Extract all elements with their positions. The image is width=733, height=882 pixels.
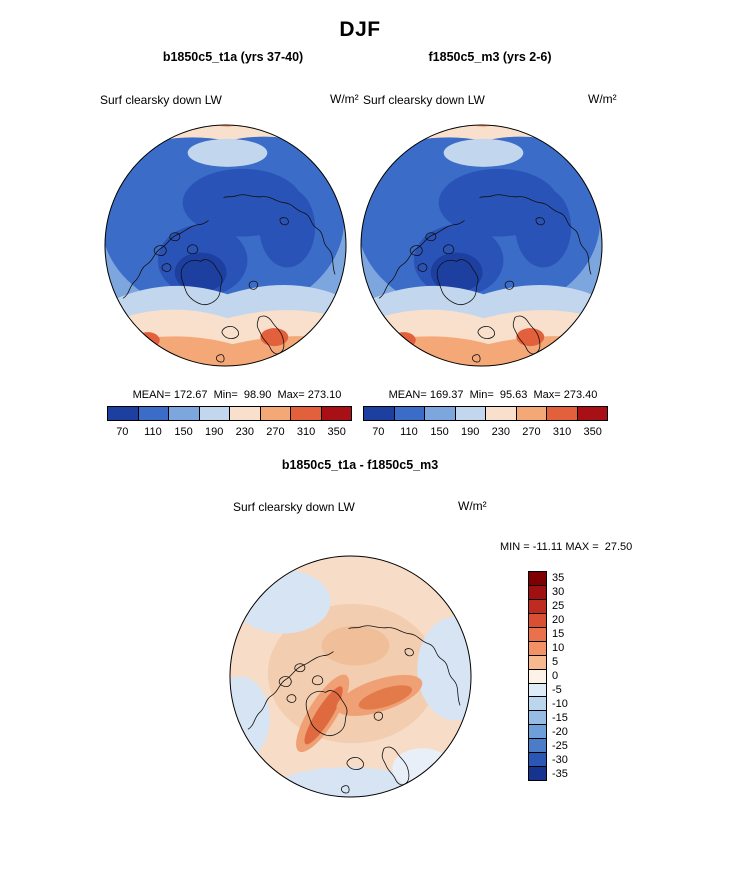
colorbar-segment (576, 407, 607, 420)
map-right (360, 124, 603, 367)
colorbar-tick-label: 30 (552, 586, 565, 598)
colorbar-tick-label: 10 (552, 642, 565, 654)
colorbar-left-ticks: 70 110 150 190 230 270 310 350 (107, 426, 352, 439)
colorbar-tick-label: 25 (552, 599, 565, 612)
colorbar-segment (529, 668, 546, 683)
colorbar-segment (393, 407, 424, 420)
colorbar-right (363, 406, 608, 421)
colorbar-segment (485, 407, 516, 420)
colorbar-tick-label: 5 (552, 656, 559, 668)
colorbar-tick-label: 70 (372, 426, 385, 438)
colorbar-segment (424, 407, 455, 420)
colorbar-segment (529, 682, 546, 697)
panel-right-stats: MEAN= 169.37 Min= 95.63 Max= 273.40 (388, 389, 598, 401)
panel-left-field-label: Surf clearsky down LW (100, 93, 222, 107)
colorbar-diff (528, 571, 547, 781)
colorbar-tick-label: 270 (266, 426, 285, 438)
colorbar-segment (229, 407, 260, 420)
colorbar-segment (515, 407, 546, 420)
colorbar-segment (168, 407, 199, 420)
colorbar-segment (529, 654, 546, 669)
colorbar-segment (529, 696, 546, 711)
map-left (104, 124, 347, 367)
panel-left-stats: MEAN= 172.67 Min= 98.90 Max= 273.10 (132, 389, 342, 401)
colorbar-tick-label: 190 (461, 426, 480, 438)
colorbar-tick-label: -10 (552, 698, 568, 710)
colorbar-segment (529, 598, 546, 613)
colorbar-tick-label: 350 (327, 426, 346, 438)
colorbar-tick-label: 270 (522, 426, 541, 438)
colorbar-tick-label: 0 (552, 670, 559, 682)
colorbar-tick-label: -20 (552, 725, 568, 738)
colorbar-segment (529, 724, 546, 739)
panel-diff-title: b1850c5_t1a - f1850c5_m3 (281, 458, 439, 472)
colorbar-segment (290, 407, 321, 420)
colorbar-tick-label: 35 (552, 572, 565, 584)
colorbar-segment (529, 738, 546, 753)
colorbar-segment (198, 407, 229, 420)
panel-right-units: W/m² (588, 92, 617, 106)
colorbar-tick-label: 110 (144, 426, 162, 438)
panel-diff-units: W/m² (458, 499, 487, 513)
colorbar-tick-label: 310 (552, 426, 572, 438)
map-diff (229, 555, 472, 798)
colorbar-segment (529, 584, 546, 599)
colorbar-tick-label: 20 (552, 614, 565, 626)
colorbar-segment (108, 407, 138, 420)
colorbar-tick-label: -35 (552, 768, 568, 780)
colorbar-tick-label: 15 (552, 628, 565, 640)
colorbar-tick-label: 70 (116, 426, 129, 438)
colorbar-tick-label: -5 (552, 684, 562, 696)
colorbar-tick-label: -15 (552, 712, 568, 724)
page-title: DJF (339, 18, 381, 41)
panel-diff-stats: MIN = -11.11 MAX = 27.50 (500, 541, 633, 553)
colorbar-tick-label: -30 (552, 754, 568, 766)
colorbar-tick-label: 190 (205, 426, 224, 438)
panel-left-title: b1850c5_t1a (yrs 37-40) (162, 50, 304, 64)
panel-right-title: f1850c5_m3 (yrs 2-6) (428, 50, 552, 64)
panel-left-units: W/m² (330, 92, 359, 106)
colorbar-segment (529, 612, 546, 627)
colorbar-diff-ticks: 35 30 25 20 15 10 5 0 -5 -10 -15 -20 -25 -30 -35 (552, 571, 582, 781)
colorbar-segment (529, 626, 546, 641)
colorbar-segment (259, 407, 290, 420)
colorbar-segment (320, 407, 351, 420)
colorbar-tick-label: -25 (552, 740, 568, 752)
colorbar-segment (529, 752, 546, 767)
colorbar-segment (364, 407, 394, 420)
colorbar-segment (529, 766, 546, 781)
colorbar-tick-label: 150 (430, 426, 449, 438)
colorbar-segment (529, 640, 546, 655)
colorbar-right-ticks: 70 110 150 190 230 270 310 350 (363, 426, 608, 439)
colorbar-segment (529, 710, 546, 725)
colorbar-segment (454, 407, 485, 420)
panel-diff-field-label: Surf clearsky down LW (233, 500, 355, 514)
colorbar-tick-label: 150 (174, 426, 193, 438)
colorbar-tick-label: 350 (583, 426, 602, 438)
colorbar-segment (529, 572, 546, 585)
colorbar-segment (137, 407, 168, 420)
colorbar-tick-label: 310 (296, 426, 316, 438)
colorbar-tick-label: 110 (400, 426, 418, 438)
colorbar-segment (546, 407, 577, 420)
colorbar-left (107, 406, 352, 421)
panel-right-field-label: Surf clearsky down LW (363, 93, 485, 107)
colorbar-tick-label: 230 (235, 426, 254, 438)
colorbar-tick-label: 230 (491, 426, 510, 438)
